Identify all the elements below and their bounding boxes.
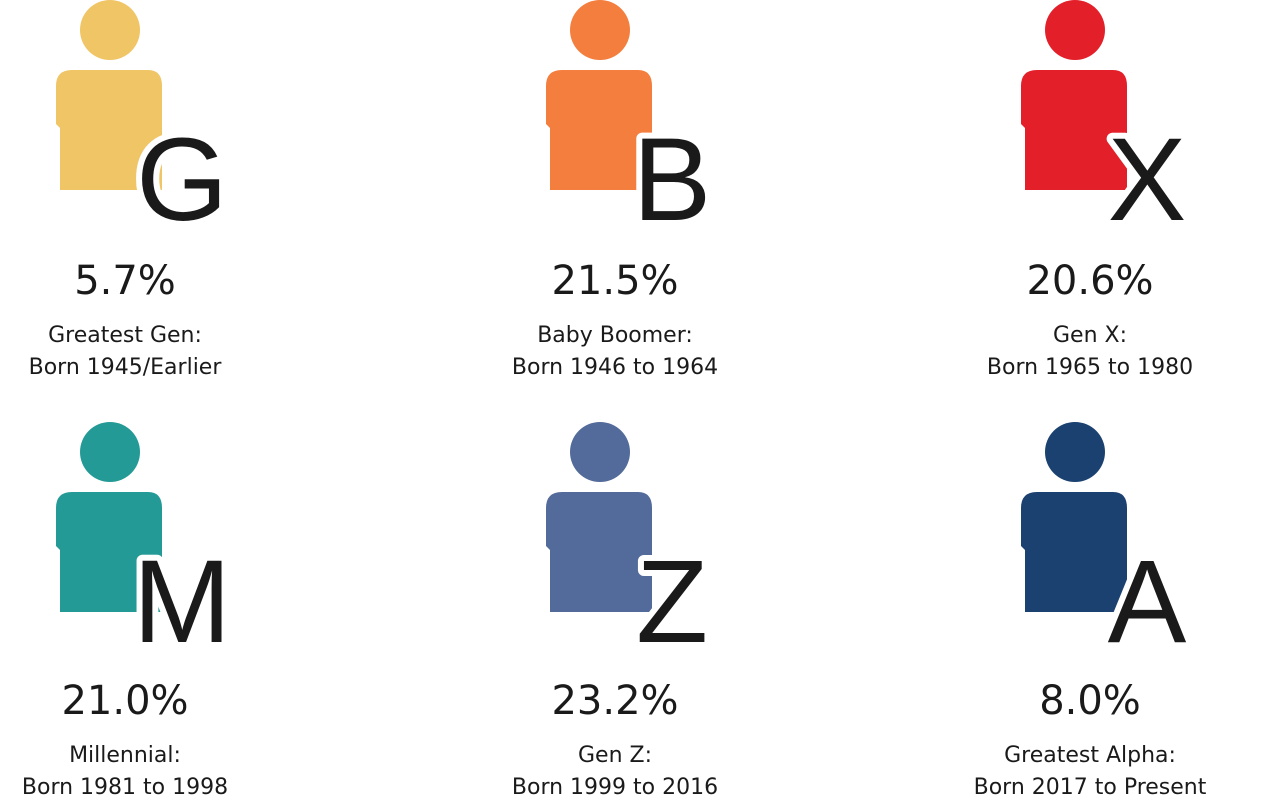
icon-letter: X	[1108, 114, 1187, 246]
label-line: Born 1981 to 1998	[22, 775, 228, 800]
person-icon: G	[56, 0, 234, 252]
icon-head	[80, 422, 140, 482]
person-icon: X	[1021, 0, 1192, 252]
label-line: Gen X:	[1053, 323, 1127, 348]
label-line: Greatest Gen:	[48, 323, 202, 348]
icon-body	[546, 70, 652, 190]
icon-body	[1021, 492, 1127, 612]
percentage: 21.0%	[61, 678, 188, 724]
generation-card: X 20.6% Gen X: Born 1965 to 1980	[987, 0, 1193, 380]
icon-body	[546, 492, 652, 612]
icon-head	[80, 0, 140, 60]
person-icon: M	[56, 422, 237, 674]
icon-letter: G	[136, 114, 228, 246]
percentage: 21.5%	[551, 258, 678, 304]
icon-letter: A	[1108, 536, 1187, 668]
label-line: Born 1965 to 1980	[987, 355, 1193, 380]
person-icon: B	[546, 0, 717, 252]
icon-body	[56, 492, 162, 612]
icon-body	[1021, 70, 1127, 190]
icon-body	[56, 70, 162, 190]
label-line: Born 1946 to 1964	[512, 355, 718, 380]
icon-letter: M	[133, 536, 231, 668]
label-line: Greatest Alpha:	[1004, 743, 1176, 768]
generation-card: B 21.5% Baby Boomer: Born 1946 to 1964	[512, 0, 718, 380]
percentage: 8.0%	[1039, 678, 1141, 724]
generation-card: A 8.0% Greatest Alpha: Born 2017 to Present	[974, 422, 1207, 800]
label-line: Millennial:	[69, 743, 181, 768]
icon-letter: B	[633, 114, 712, 246]
label-line: Born 2017 to Present	[974, 775, 1207, 800]
person-icon: Z	[546, 422, 714, 674]
label-line: Baby Boomer:	[537, 323, 693, 348]
generation-card: M 21.0% Millennial: Born 1981 to 1998	[22, 422, 237, 800]
icon-head	[570, 0, 630, 60]
label-line: Gen Z:	[578, 743, 652, 768]
percentage: 5.7%	[74, 258, 176, 304]
icon-letter: Z	[636, 536, 708, 668]
icon-head	[570, 422, 630, 482]
label-line: Born 1999 to 2016	[512, 775, 718, 800]
generation-card: Z 23.2% Gen Z: Born 1999 to 2016	[512, 422, 718, 800]
person-icon: A	[1021, 422, 1193, 674]
icon-head	[1045, 0, 1105, 60]
label-line: Born 1945/Earlier	[29, 355, 223, 380]
percentage: 20.6%	[1026, 258, 1153, 304]
generation-card: G 5.7% Greatest Gen: Born 1945/Earlier	[29, 0, 234, 380]
icon-head	[1045, 422, 1105, 482]
percentage: 23.2%	[551, 678, 678, 724]
